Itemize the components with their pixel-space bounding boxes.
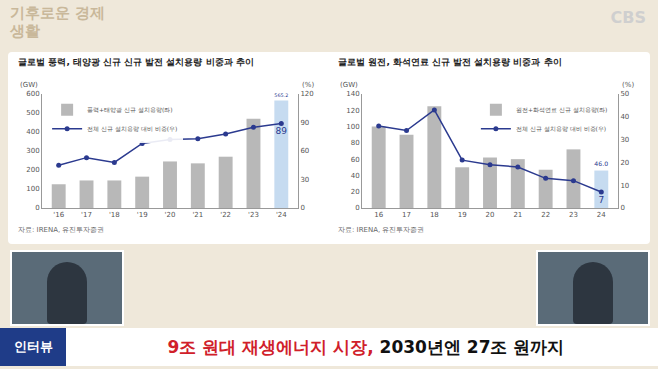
- svg-text:120: 120: [346, 107, 359, 115]
- svg-text:30: 30: [620, 136, 629, 144]
- svg-text:90: 90: [300, 119, 309, 127]
- svg-text:전체 신규 설치용량 대비 비중(우): 전체 신규 설치용량 대비 비중(우): [87, 125, 177, 132]
- html-text:기후로운 경제생활: 기후로운 경제생활: [10, 4, 106, 40]
- svg-text:60: 60: [300, 147, 309, 155]
- svg-text:자료: IRENA, 유진투자증권: 자료: IRENA, 유진투자증권: [18, 226, 104, 234]
- svg-text:'17: '17: [81, 211, 92, 219]
- svg-text:46.0: 46.0: [594, 160, 608, 167]
- html-text:인터뷰: 인터뷰: [13, 339, 53, 354]
- svg-text:120: 120: [300, 90, 313, 98]
- svg-text:'18: '18: [109, 211, 120, 219]
- svg-text:'19: '19: [137, 211, 148, 219]
- svg-text:'20: '20: [165, 211, 176, 219]
- svg-text:0: 0: [35, 204, 39, 212]
- svg-text:21: 21: [513, 211, 522, 219]
- svg-text:10: 10: [620, 182, 629, 190]
- svg-text:400: 400: [26, 128, 39, 136]
- svg-text:100: 100: [26, 185, 39, 193]
- svg-text:140: 140: [346, 90, 359, 98]
- svg-text:22: 22: [541, 211, 550, 219]
- svg-text:24: 24: [597, 211, 606, 219]
- svg-text:18: 18: [430, 211, 439, 219]
- svg-text:(%): (%): [302, 81, 314, 89]
- svg-text:7: 7: [598, 195, 604, 205]
- svg-text:풍력+태양광 신규 설치용량(좌): 풍력+태양광 신규 설치용량(좌): [87, 106, 173, 113]
- svg-text:40: 40: [620, 113, 629, 121]
- svg-text:60: 60: [351, 156, 360, 164]
- svg-text:자료: IRENA, 유진투자증권: 자료: IRENA, 유진투자증권: [338, 226, 424, 234]
- svg-text:0: 0: [355, 204, 359, 212]
- svg-text:(GW): (GW): [20, 81, 38, 89]
- html-text:CBS: CBS: [610, 8, 646, 27]
- svg-text:20: 20: [351, 188, 360, 196]
- svg-text:20: 20: [486, 211, 495, 219]
- svg-text:글로벌 원전, 화석연료 신규 발전 설치용량 비중과 추이: 글로벌 원전, 화석연료 신규 발전 설치용량 비중과 추이: [338, 57, 561, 67]
- svg-text:300: 300: [26, 147, 39, 155]
- svg-text:500: 500: [26, 109, 39, 117]
- svg-text:80: 80: [351, 139, 360, 147]
- svg-text:600: 600: [26, 90, 39, 98]
- svg-text:200: 200: [26, 166, 39, 174]
- svg-text:89: 89: [276, 126, 288, 136]
- svg-text:'22: '22: [220, 211, 231, 219]
- svg-text:100: 100: [346, 123, 359, 131]
- svg-text:원전+화석연료 신규 설치용량(좌): 원전+화석연료 신규 설치용량(좌): [516, 106, 608, 113]
- svg-text:17: 17: [402, 211, 411, 219]
- svg-text:'23: '23: [248, 211, 259, 219]
- svg-text:16: 16: [374, 211, 383, 219]
- svg-text:'16: '16: [53, 211, 64, 219]
- html-text:9조 원대 재생에너지 시장, 2030년엔 27조 원까지: 9조 원대 재생에너지 시장, 2030년엔 27조 원까지: [167, 337, 565, 357]
- svg-text:40: 40: [351, 172, 360, 180]
- svg-text:(%): (%): [622, 81, 634, 89]
- svg-text:글로벌 풍력, 태양광 신규 신규 발전 설치용량 비중과: 글로벌 풍력, 태양광 신규 신규 발전 설치용량 비중과 추이: [18, 57, 254, 67]
- svg-text:'24: '24: [276, 211, 287, 219]
- svg-text:전체 신규 설치용량 대비 비중(우): 전체 신규 설치용량 대비 비중(우): [516, 125, 606, 132]
- svg-text:50: 50: [620, 90, 629, 98]
- svg-text:'21: '21: [192, 211, 203, 219]
- svg-text:20: 20: [620, 159, 629, 167]
- svg-text:19: 19: [458, 211, 467, 219]
- svg-text:565.2: 565.2: [274, 92, 288, 98]
- svg-text:0: 0: [300, 204, 304, 212]
- svg-text:30: 30: [300, 176, 309, 184]
- svg-text:(GW): (GW): [340, 81, 358, 89]
- svg-text:0: 0: [620, 204, 624, 212]
- svg-text:23: 23: [569, 211, 578, 219]
